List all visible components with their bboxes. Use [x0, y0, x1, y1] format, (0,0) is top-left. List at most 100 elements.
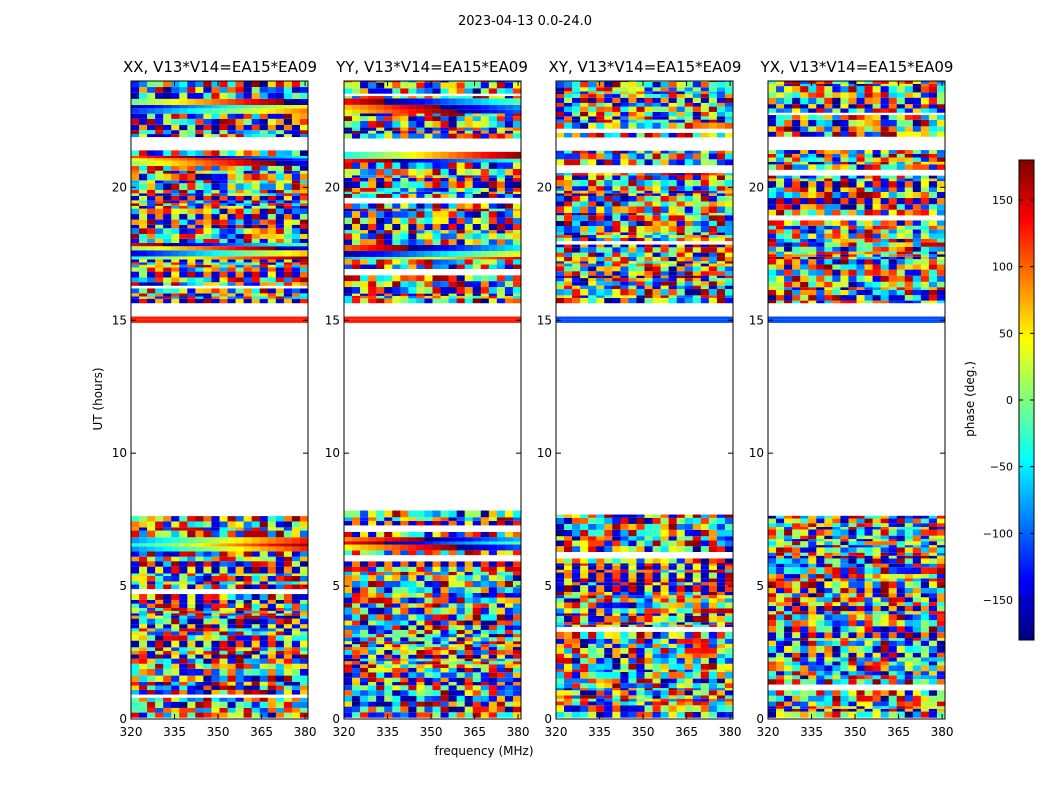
heatmap-cell: [504, 88, 514, 94]
heatmap-cell: [472, 287, 482, 294]
heatmap-cell: [352, 96, 361, 99]
heatmap-cell: [259, 183, 269, 190]
heatmap-cell: [299, 205, 309, 209]
heatmap-cell: [512, 233, 522, 240]
heatmap-cell: [179, 259, 188, 263]
heatmap-cell: [344, 281, 353, 288]
heatmap-cell: [708, 705, 718, 712]
heatmap-cell: [344, 517, 353, 521]
heatmap-cell: [139, 561, 148, 567]
heatmap-cell: [416, 281, 425, 288]
heatmap-cell: [243, 527, 252, 531]
heatmap-cell: [620, 297, 629, 304]
heatmap-cell: [424, 316, 433, 320]
heatmap-cell: [700, 591, 710, 596]
heatmap-cell: [243, 224, 252, 229]
heatmap-cell: [344, 168, 353, 176]
heatmap-cell: [368, 682, 377, 686]
heatmap-cell: [283, 610, 293, 614]
heatmap-cell: [368, 275, 377, 282]
heatmap-cell: [275, 160, 285, 166]
heatmap-cell: [235, 581, 244, 585]
heatmap-cell: [299, 701, 309, 708]
heatmap-cell: [360, 316, 369, 320]
heatmap-cell: [676, 643, 686, 648]
heatmap-cell: [376, 82, 385, 89]
heatmap-cell: [211, 267, 220, 272]
heatmap-cell: [408, 239, 417, 245]
heatmap-cell: [472, 629, 482, 635]
heatmap-cell: [464, 701, 474, 707]
heatmap-cell: [203, 108, 212, 114]
heatmap-cell: [227, 173, 236, 181]
heatmap-cell: [211, 647, 220, 651]
heatmap-cell: [147, 200, 156, 204]
heatmap-cell: [171, 610, 180, 614]
heatmap-cell: [376, 177, 385, 182]
heatmap-cell: [400, 625, 409, 630]
heatmap-cell: [344, 194, 353, 198]
heatmap-cell: [472, 664, 482, 668]
heatmap-cell: [283, 189, 293, 194]
heatmap-cell: [424, 211, 433, 218]
heatmap-cell: [636, 558, 645, 564]
heatmap-cell: [628, 658, 637, 664]
heatmap-cell: [488, 597, 498, 604]
heatmap-cell: [275, 105, 285, 109]
heatmap-cell: [432, 510, 441, 518]
heatmap-cell: [724, 647, 734, 654]
heatmap-cell: [259, 631, 269, 636]
heatmap-cell: [376, 104, 385, 110]
heatmap-cell: [299, 267, 309, 272]
heatmap-cell: [251, 296, 261, 299]
heatmap-cell: [432, 130, 441, 134]
heatmap-cell: [352, 544, 361, 551]
heatmap-cell: [283, 584, 293, 590]
heatmap-cell: [291, 267, 301, 272]
heatmap-cell: [344, 223, 353, 231]
heatmap-cell: [352, 607, 361, 615]
heatmap-cell: [512, 96, 522, 99]
heatmap-cell: [235, 238, 244, 243]
heatmap-cell: [275, 566, 285, 574]
heatmap-cell: [432, 264, 441, 269]
heatmap-cell: [211, 551, 220, 557]
heatmap-cell: [512, 188, 522, 192]
heatmap-cell: [724, 582, 734, 586]
heatmap-cell: [384, 682, 393, 686]
heatmap-cell: [131, 205, 140, 209]
heatmap-cell: [267, 575, 277, 582]
heatmap-cell: [480, 682, 490, 686]
heatmap-cell: [472, 650, 482, 655]
heatmap-cell: [676, 598, 686, 603]
heatmap-cell: [283, 516, 293, 522]
heatmap-cell: [724, 598, 734, 603]
heatmap-cell: [716, 683, 726, 689]
heatmap-cell: [163, 262, 172, 265]
heatmap-cell: [416, 217, 425, 224]
heatmap-cell: [171, 205, 180, 209]
heatmap-cell: [203, 224, 212, 229]
heatmap-cell: [408, 517, 417, 521]
heatmap-cell: [604, 683, 613, 689]
heatmap-cell: [580, 536, 589, 541]
heatmap-cell: [512, 712, 522, 718]
heatmap-cell: [580, 643, 589, 648]
heatmap-cell: [283, 575, 293, 582]
heatmap-cell: [612, 624, 621, 627]
heatmap-cell: [211, 158, 220, 161]
heatmap-cell: [708, 598, 718, 603]
heatmap-cell: [235, 219, 244, 225]
heatmap-cell: [480, 571, 490, 576]
heatmap-cell: [416, 614, 425, 621]
heatmap-cell: [376, 287, 385, 294]
heatmap-cell: [440, 211, 449, 218]
heatmap-cell: [424, 133, 433, 139]
heatmap-cell: [131, 654, 140, 659]
heatmap-cell: [291, 701, 301, 708]
heatmap-cell: [259, 242, 269, 247]
heatmap-cell: [368, 575, 377, 581]
heatmap-cell: [171, 293, 180, 297]
heatmap-cell: [163, 701, 172, 708]
